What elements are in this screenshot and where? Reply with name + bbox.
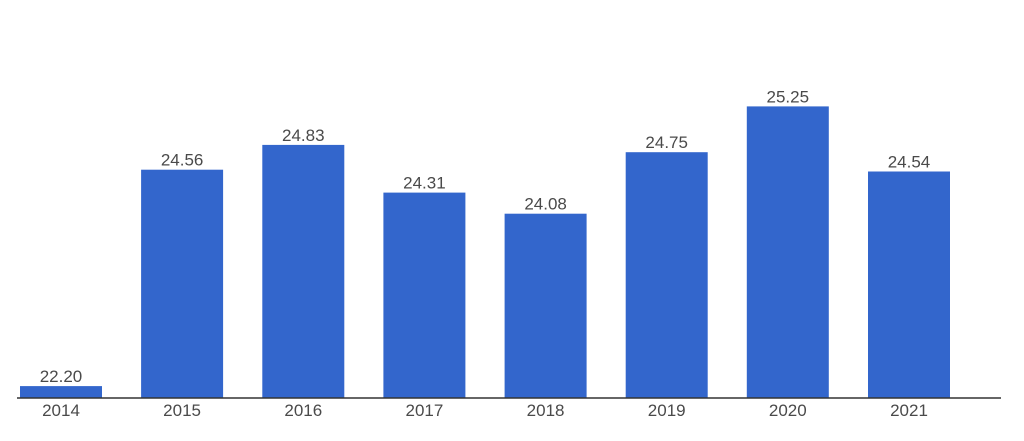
bars-layer [20,106,950,399]
data-label-2018: 24.08 [524,195,567,214]
data-label-2020: 25.25 [767,87,810,106]
bar-2021 [868,171,950,398]
x-tick-label-2016: 2016 [284,401,322,420]
bar-2015 [141,169,224,398]
data-label-2014: 22.20 [40,367,83,386]
x-tick-labels-layer: 2014 2015 2016 2017 2018 2019 2020 2021 [42,401,928,420]
data-label-2019: 24.75 [645,133,688,152]
x-tick-label-2014: 2014 [42,401,80,420]
data-label-2015: 24.56 [161,151,204,170]
x-tick-label-2019: 2019 [648,401,686,420]
x-tick-label-2017: 2017 [405,401,443,420]
data-label-2017: 24.31 [403,174,446,193]
bar-2020 [746,106,829,399]
bar-2016 [262,144,345,398]
bar-2017 [383,192,466,398]
bar-2018 [504,213,587,398]
data-label-2021: 24.54 [888,153,931,172]
bar-2019 [625,152,708,398]
x-tick-label-2021: 2021 [890,401,928,420]
x-tick-label-2020: 2020 [769,401,807,420]
x-tick-label-2018: 2018 [527,401,565,420]
bar-2014 [20,386,102,398]
x-tick-label-2015: 2015 [163,401,201,420]
data-labels-layer: 22.20 24.56 24.83 24.31 24.08 24.75 25.25 24.54 [40,87,931,386]
data-label-2016: 24.83 [282,126,325,145]
